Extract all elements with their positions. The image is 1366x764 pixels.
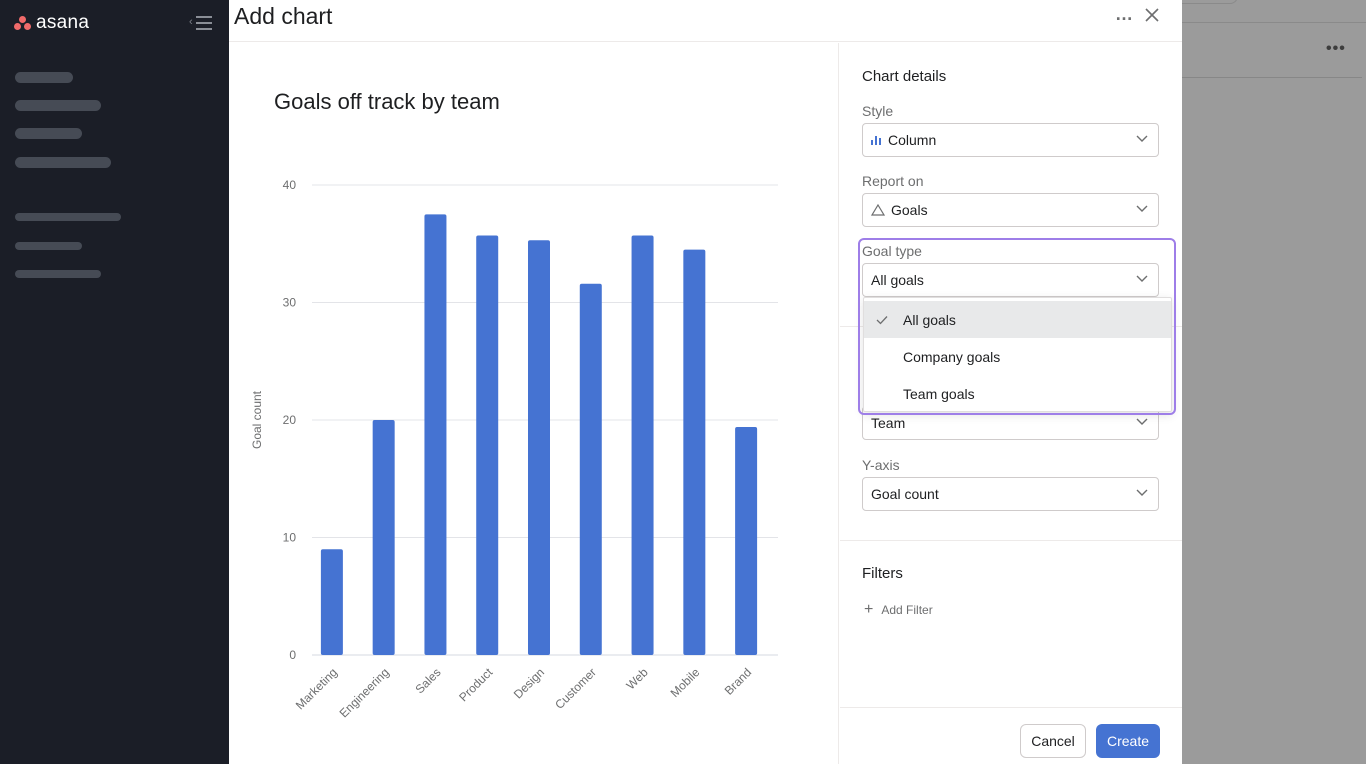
add-filter-label: Add Filter [881, 603, 933, 617]
report-on-value: Goals [891, 202, 928, 218]
logo-text: asana [36, 12, 90, 33]
section-divider [840, 540, 1182, 541]
cancel-button[interactable]: Cancel [1020, 724, 1086, 758]
x-tick-label: Product [456, 665, 496, 705]
x-tick-label: Design [511, 665, 547, 701]
asana-logo[interactable]: asana [14, 12, 89, 34]
y-tick-label: 0 [289, 648, 296, 662]
bar-web[interactable] [631, 235, 654, 655]
x-tick-label: Web [623, 665, 650, 692]
menu-icon [196, 16, 212, 18]
y-axis-label: Y-axis [862, 457, 900, 473]
menu-icon-line [196, 28, 212, 30]
background-divider [1182, 22, 1366, 23]
y-axis-value: Goal count [871, 486, 939, 502]
chevron-down-icon [1136, 135, 1148, 142]
x-axis-value: Team [871, 415, 906, 431]
background-more-icon: ••• [1326, 40, 1346, 57]
column-chart-icon [871, 135, 882, 145]
bar-sales[interactable] [424, 214, 447, 655]
modal-title: Add chart [234, 3, 333, 29]
goal-triangle-icon [871, 204, 885, 216]
chevron-down-icon [1136, 489, 1148, 496]
bar-brand[interactable] [735, 427, 758, 655]
sidebar-skeleton-item [15, 242, 82, 250]
sidebar: asana ‹ [0, 0, 229, 764]
style-select[interactable]: Column [862, 123, 1159, 157]
x-tick-label: Sales [412, 665, 443, 696]
bar-product[interactable] [476, 235, 499, 655]
bar-design[interactable] [528, 240, 550, 655]
dropdown-option-team-goals[interactable]: Team goals [864, 375, 1171, 412]
dropdown-option-company-goals[interactable]: Company goals [864, 338, 1171, 375]
footer-divider [840, 707, 1182, 708]
create-button[interactable]: Create [1096, 724, 1160, 758]
chart-preview: Goals off track by team 0 10 20 30 40 Goal co… [229, 43, 839, 764]
modal-header: Add chart … [229, 0, 1182, 42]
y-tick-label: 10 [283, 531, 297, 545]
chevron-left-icon: ‹ [189, 16, 193, 28]
chart-details-title: Chart details [862, 68, 947, 85]
y-tick-label: 30 [283, 296, 297, 310]
y-tick-label: 40 [283, 178, 297, 192]
y-tick-label: 20 [283, 413, 297, 427]
goal-type-label: Goal type [862, 243, 922, 259]
sidebar-skeleton-item [15, 100, 101, 111]
report-on-label: Report on [862, 173, 924, 189]
y-axis-label: Goal count [250, 390, 264, 449]
y-axis-select[interactable]: Goal count [862, 477, 1159, 511]
x-tick-label: Brand [722, 665, 755, 698]
goal-type-select[interactable]: All goals [862, 263, 1159, 297]
x-tick-label: Engineering [337, 665, 392, 720]
chevron-down-icon [1136, 418, 1148, 425]
bar-customer[interactable] [579, 283, 602, 655]
more-options-icon[interactable]: … [1115, 4, 1134, 24]
sidebar-skeleton-item [15, 213, 121, 221]
dropdown-option-all-goals[interactable]: All goals [864, 301, 1171, 338]
sidebar-skeleton-item [15, 128, 82, 139]
bar-mobile[interactable] [683, 249, 706, 655]
style-value: Column [888, 132, 937, 148]
goal-type-value: All goals [871, 272, 924, 288]
sidebar-skeleton-item [15, 157, 111, 168]
sidebar-skeleton-item [15, 72, 73, 83]
style-label: Style [862, 103, 894, 119]
close-icon[interactable] [1143, 6, 1161, 24]
add-filter-button[interactable]: + Add Filter [864, 601, 933, 618]
option-label: Company goals [903, 348, 1001, 365]
x-tick-label: Customer [552, 665, 599, 712]
x-tick-label: Mobile [668, 665, 703, 700]
goal-type-dropdown-menu: All goals Company goals Team goals [863, 297, 1172, 412]
bar-marketing[interactable] [320, 549, 343, 655]
chevron-down-icon [1136, 205, 1148, 212]
report-on-select[interactable]: Goals [862, 193, 1159, 227]
background-page-overlay [1182, 0, 1366, 764]
chart-title: Goals off track by team [274, 89, 500, 114]
collapse-sidebar-button[interactable]: ‹ [189, 14, 213, 30]
x-tick-label: Marketing [293, 665, 340, 712]
chevron-down-icon [1136, 275, 1148, 282]
check-icon [876, 316, 888, 325]
filters-title: Filters [862, 565, 903, 582]
background-divider [1182, 77, 1362, 78]
bar-engineering[interactable] [372, 420, 395, 655]
asana-logo-icon [14, 15, 32, 31]
option-label: Team goals [903, 385, 975, 402]
option-label: All goals [903, 311, 956, 328]
menu-icon-line [196, 22, 212, 24]
plus-icon: + [864, 601, 874, 618]
sidebar-skeleton-item [15, 270, 101, 278]
